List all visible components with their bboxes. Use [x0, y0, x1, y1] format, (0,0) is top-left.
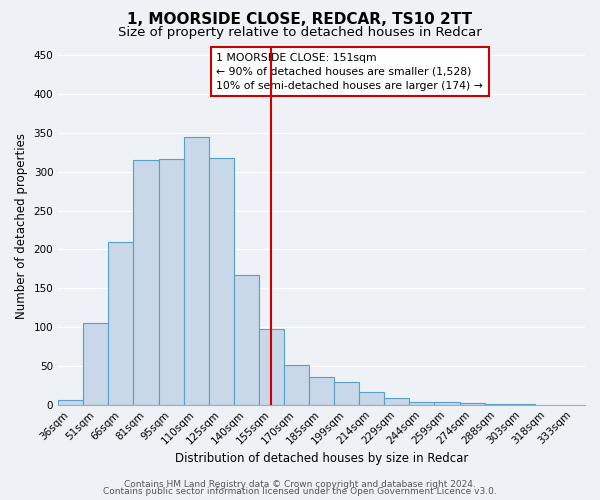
Text: Contains HM Land Registry data © Crown copyright and database right 2024.: Contains HM Land Registry data © Crown c… — [124, 480, 476, 489]
Bar — [309, 377, 334, 404]
Bar — [385, 398, 409, 404]
Bar — [184, 137, 209, 404]
Text: 1 MOORSIDE CLOSE: 151sqm
← 90% of detached houses are smaller (1,528)
10% of sem: 1 MOORSIDE CLOSE: 151sqm ← 90% of detach… — [216, 53, 483, 91]
Bar — [133, 160, 158, 404]
Bar — [409, 402, 434, 404]
Text: Contains public sector information licensed under the Open Government Licence v3: Contains public sector information licen… — [103, 488, 497, 496]
Bar — [284, 365, 309, 405]
Bar — [209, 158, 234, 404]
Bar — [334, 382, 359, 404]
Bar — [234, 275, 259, 404]
Text: Size of property relative to detached houses in Redcar: Size of property relative to detached ho… — [118, 26, 482, 39]
Bar — [58, 400, 83, 404]
X-axis label: Distribution of detached houses by size in Redcar: Distribution of detached houses by size … — [175, 452, 468, 465]
Text: 1, MOORSIDE CLOSE, REDCAR, TS10 2TT: 1, MOORSIDE CLOSE, REDCAR, TS10 2TT — [127, 12, 473, 28]
Bar — [83, 323, 109, 404]
Bar — [259, 330, 284, 404]
Bar — [158, 158, 184, 404]
Bar — [109, 242, 133, 404]
Y-axis label: Number of detached properties: Number of detached properties — [15, 133, 28, 319]
Bar — [434, 402, 460, 404]
Bar — [359, 392, 385, 404]
Bar — [460, 403, 485, 404]
